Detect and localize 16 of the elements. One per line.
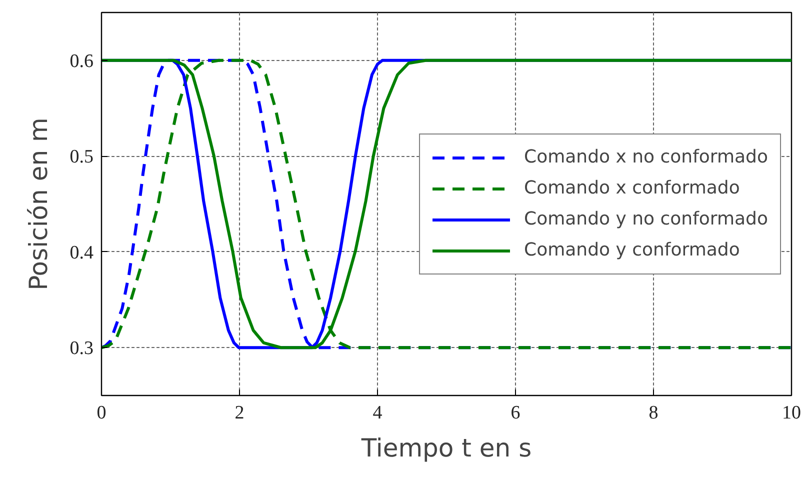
- legend-label: Comando x no conformado: [524, 146, 768, 168]
- x-tick-label: 2: [234, 402, 244, 424]
- x-axis-title: Tiempo t en s: [360, 434, 532, 462]
- y-tick-label: 0.6: [70, 50, 94, 72]
- y-tick-label: 0.5: [70, 146, 94, 168]
- x-tick-label: 0: [96, 402, 106, 424]
- x-tick-label: 8: [648, 402, 658, 424]
- legend-label: Comando y conformado: [524, 239, 740, 261]
- legend-label: Comando x conformado: [524, 177, 740, 199]
- x-tick-label: 6: [510, 402, 520, 424]
- y-axis-title: Posición en m: [24, 118, 53, 290]
- x-tick-label: 4: [372, 402, 383, 424]
- y-tick-label: 0.4: [70, 242, 94, 264]
- y-tick-label: 0.3: [70, 338, 94, 360]
- legend-label: Comando y no conformado: [524, 208, 768, 230]
- x-tick-label: 10: [782, 402, 801, 424]
